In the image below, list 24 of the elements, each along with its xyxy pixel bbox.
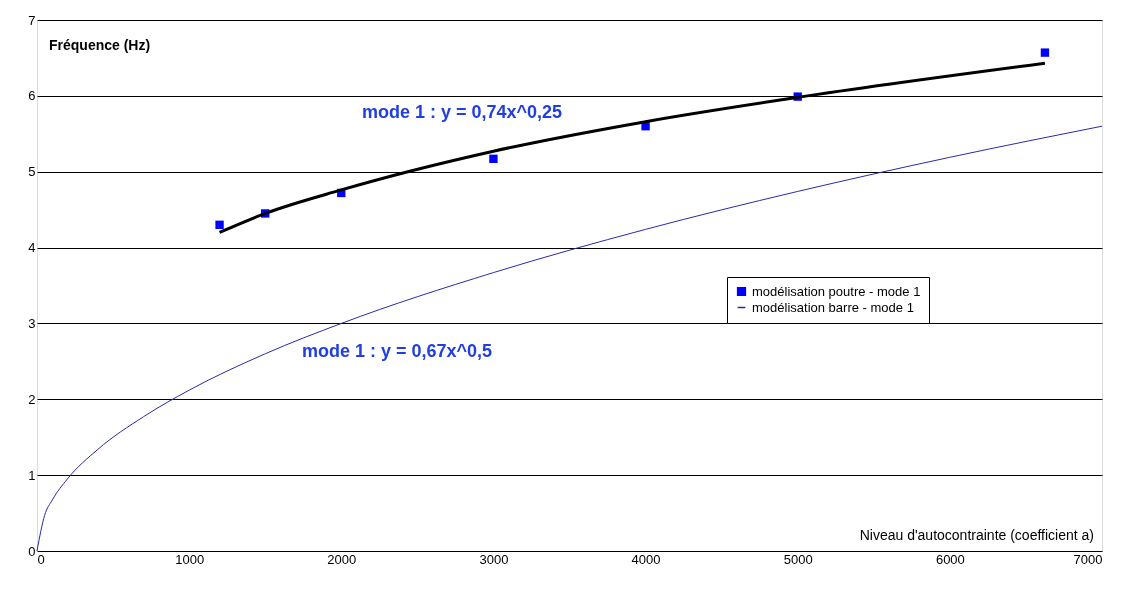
x-tick-label: 2000 [327,551,357,567]
x-tick-label: 6000 [935,551,965,567]
x-tick-label: 3000 [479,551,509,567]
y-axis-title: Fréquence (Hz) [49,37,151,53]
legend-label: modélisation poutre - mode 1 [752,283,921,299]
x-tick-label: 5000 [783,551,813,567]
point [215,220,224,229]
point [489,154,498,163]
y-tick-label: 5 [28,164,36,180]
x-tick-label: 4000 [631,551,661,567]
annotation: mode 1 : y = 0,74x^0,25 [362,102,563,122]
x-tick-label: 1000 [175,551,205,567]
point [1040,48,1050,57]
annotation: mode 1 : y = 0,67x^0,5 [302,341,493,361]
line-series [36,125,1103,552]
y-tick-label: 3 [28,315,36,331]
legend-label: modélisation barre - mode 1 [752,299,914,315]
y-tick-label: 4 [28,240,36,256]
x-axis-title: Niveau d'autocontrainte (coefficient a) [859,527,1094,543]
x-tick-label: 7000 [1073,551,1103,567]
y-tick-label: 2 [28,391,36,407]
y-tick-label: 7 [28,12,36,28]
y-tick-label: 6 [28,88,36,104]
y-tick-label: 1 [28,467,36,483]
